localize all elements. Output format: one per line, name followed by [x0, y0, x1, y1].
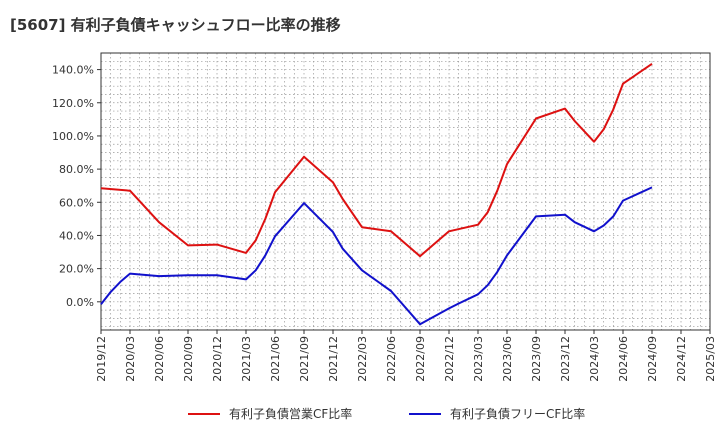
x-tick-label: 2021/03	[240, 336, 253, 382]
x-tick-label: 2024/09	[646, 336, 659, 382]
x-tick-label: 2021/12	[327, 336, 340, 382]
x-tick-label: 2021/09	[298, 336, 311, 382]
x-tick-label: 2023/03	[472, 336, 485, 382]
y-tick-label: 0.0%	[66, 296, 94, 309]
x-tick-label: 2020/09	[182, 336, 195, 382]
x-tick-label: 2023/06	[501, 336, 514, 382]
y-tick-label: 100.0%	[52, 130, 94, 143]
x-tick-label: 2022/09	[414, 336, 427, 382]
grid	[100, 52, 711, 330]
x-tick-label: 2024/06	[617, 336, 630, 382]
x-tick-label: 2025/03	[704, 336, 717, 382]
series-line	[100, 186, 653, 326]
x-tick-label: 2024/12	[675, 336, 688, 382]
x-tick-label: 2021/06	[269, 336, 282, 382]
series-line	[100, 62, 653, 258]
x-tick-label: 2023/09	[530, 336, 543, 382]
series	[100, 62, 653, 326]
x-tick-label: 2022/03	[356, 336, 369, 382]
legend-label: 有利子負債営業CF比率	[229, 406, 352, 421]
y-tick-label: 60.0%	[59, 196, 94, 209]
x-tick-label: 2020/03	[124, 336, 137, 382]
y-tick-label: 20.0%	[59, 263, 94, 276]
x-tick-label: 2024/03	[588, 336, 601, 382]
axes: 0.0% 20.0% 40.0% 60.0% 80.0% 100.0% 120.0% 140.…	[52, 52, 717, 382]
plot-area-border	[100, 52, 711, 331]
y-tick-label: 80.0%	[59, 163, 94, 176]
x-tick-label: 2019/12	[95, 336, 108, 382]
y-tick-label: 140.0%	[52, 64, 94, 77]
y-tick-label: 40.0%	[59, 229, 94, 242]
x-tick-label: 2022/12	[443, 336, 456, 382]
y-tick-label: 120.0%	[52, 97, 94, 110]
x-tick-label: 2023/12	[559, 336, 572, 382]
legend: 有利子負債営業CF比率 有利子負債フリーCF比率	[188, 406, 585, 421]
x-tick-label: 2020/06	[153, 336, 166, 382]
x-tick-label: 2022/06	[385, 336, 398, 382]
x-tick-label: 2020/12	[211, 336, 224, 382]
legend-label: 有利子負債フリーCF比率	[450, 406, 585, 421]
chart-title: [5607] 有利子負債キャッシュフロー比率の推移	[10, 16, 341, 34]
